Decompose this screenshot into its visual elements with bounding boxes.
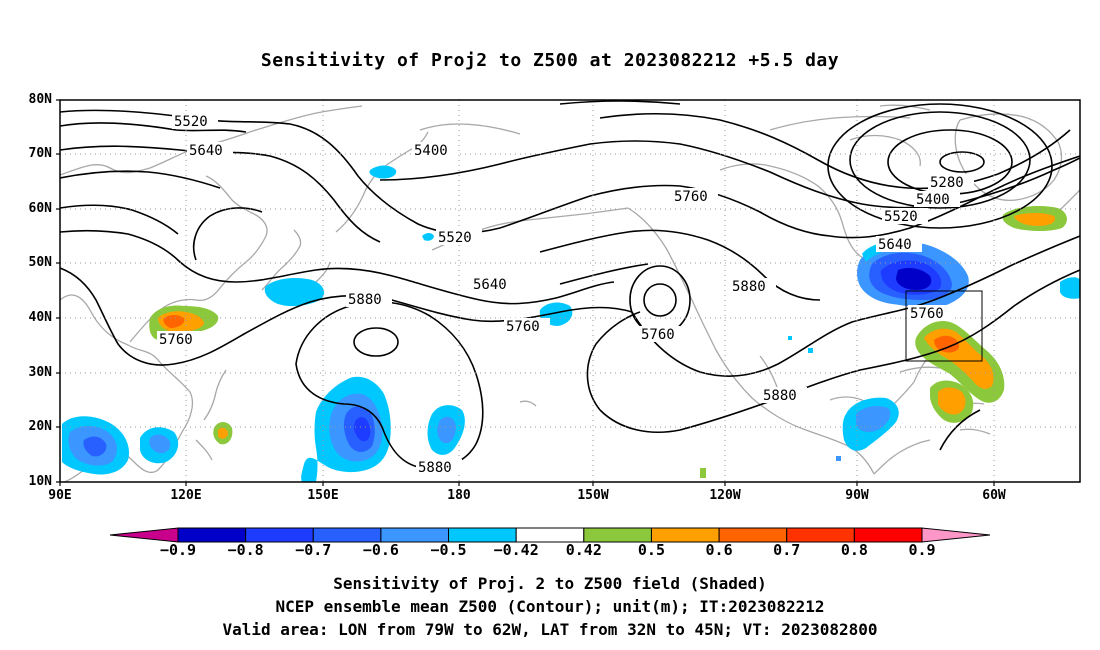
tick-marks (56, 99, 995, 486)
caption-line-1: Sensitivity of Proj. 2 to Z500 field (Sh… (333, 574, 767, 593)
lat-tick-label: 10N (28, 474, 52, 489)
colorbar-label: −0.6 (362, 541, 399, 559)
lat-tick-label: 80N (28, 92, 52, 107)
colorbar-label: 0.8 (840, 541, 868, 559)
contour-label: 5760 (506, 319, 540, 335)
lat-tick-label: 70N (28, 146, 52, 161)
lat-tick-label: 40N (28, 310, 52, 325)
contour-label: 5280 (930, 175, 964, 191)
chart-title: Sensitivity of Proj2 to Z500 at 20230822… (260, 50, 840, 71)
colorbar-label: 0.6 (705, 541, 733, 559)
contour-label: 5520 (174, 114, 208, 130)
caption-line-2: NCEP ensemble mean Z500 (Contour); unit(… (275, 597, 825, 616)
contour-label: 5640 (878, 237, 912, 253)
contour-label: 5880 (348, 292, 382, 308)
sensitivity-shading (62, 165, 1080, 482)
lon-tick-label: 150E (307, 488, 339, 503)
lon-tick-label: 120E (170, 488, 202, 503)
contour-labels: 5520 5640 5400 5520 5760 5640 5880 5760 … (157, 113, 974, 476)
contour-label: 5760 (674, 189, 708, 205)
colorbar-label: −0.9 (159, 541, 197, 559)
lat-tick-label: 50N (28, 255, 52, 270)
lon-tick-label: 90W (845, 488, 869, 503)
colorbar-label: 0.42 (565, 541, 602, 559)
valid-area-box (905, 290, 983, 362)
colorbar-label: −0.42 (493, 541, 539, 559)
colorbar-label: −0.5 (430, 541, 467, 559)
contour-label: 5400 (414, 143, 448, 159)
map-frame (59, 99, 1081, 483)
caption-line-3: Valid area: LON from 79W to 62W, LAT fro… (222, 620, 878, 639)
contour-label: 5760 (159, 332, 193, 348)
lon-tick-label: 150W (577, 488, 609, 503)
contour-label: 5400 (916, 192, 950, 208)
lon-tick-label: 90E (48, 488, 72, 503)
contour-label: 5520 (884, 209, 918, 225)
lat-tick-label: 30N (28, 365, 52, 380)
colorbar-label: −0.7 (295, 541, 332, 559)
colorbar-label: 0.5 (637, 541, 665, 559)
contour-label: 5640 (473, 277, 507, 293)
lat-tick-label: 20N (28, 419, 52, 434)
lat-tick-label: 60N (28, 201, 52, 216)
contour-label: 5760 (910, 306, 944, 322)
contour-label: 5520 (438, 230, 472, 246)
lon-tick-label: 120W (709, 488, 741, 503)
contour-label: 5880 (418, 460, 452, 476)
contour-label: 5760 (641, 327, 675, 343)
lon-tick-label: 180 (447, 488, 471, 503)
contour-label: 5880 (763, 388, 797, 404)
contour-label: 5640 (189, 143, 223, 159)
contour-label: 5880 (732, 279, 766, 295)
colorbar-label: −0.8 (227, 541, 264, 559)
lon-tick-label: 60W (982, 488, 1006, 503)
colorbar-label: 0.9 (908, 541, 936, 559)
colorbar-label: 0.7 (773, 541, 801, 559)
